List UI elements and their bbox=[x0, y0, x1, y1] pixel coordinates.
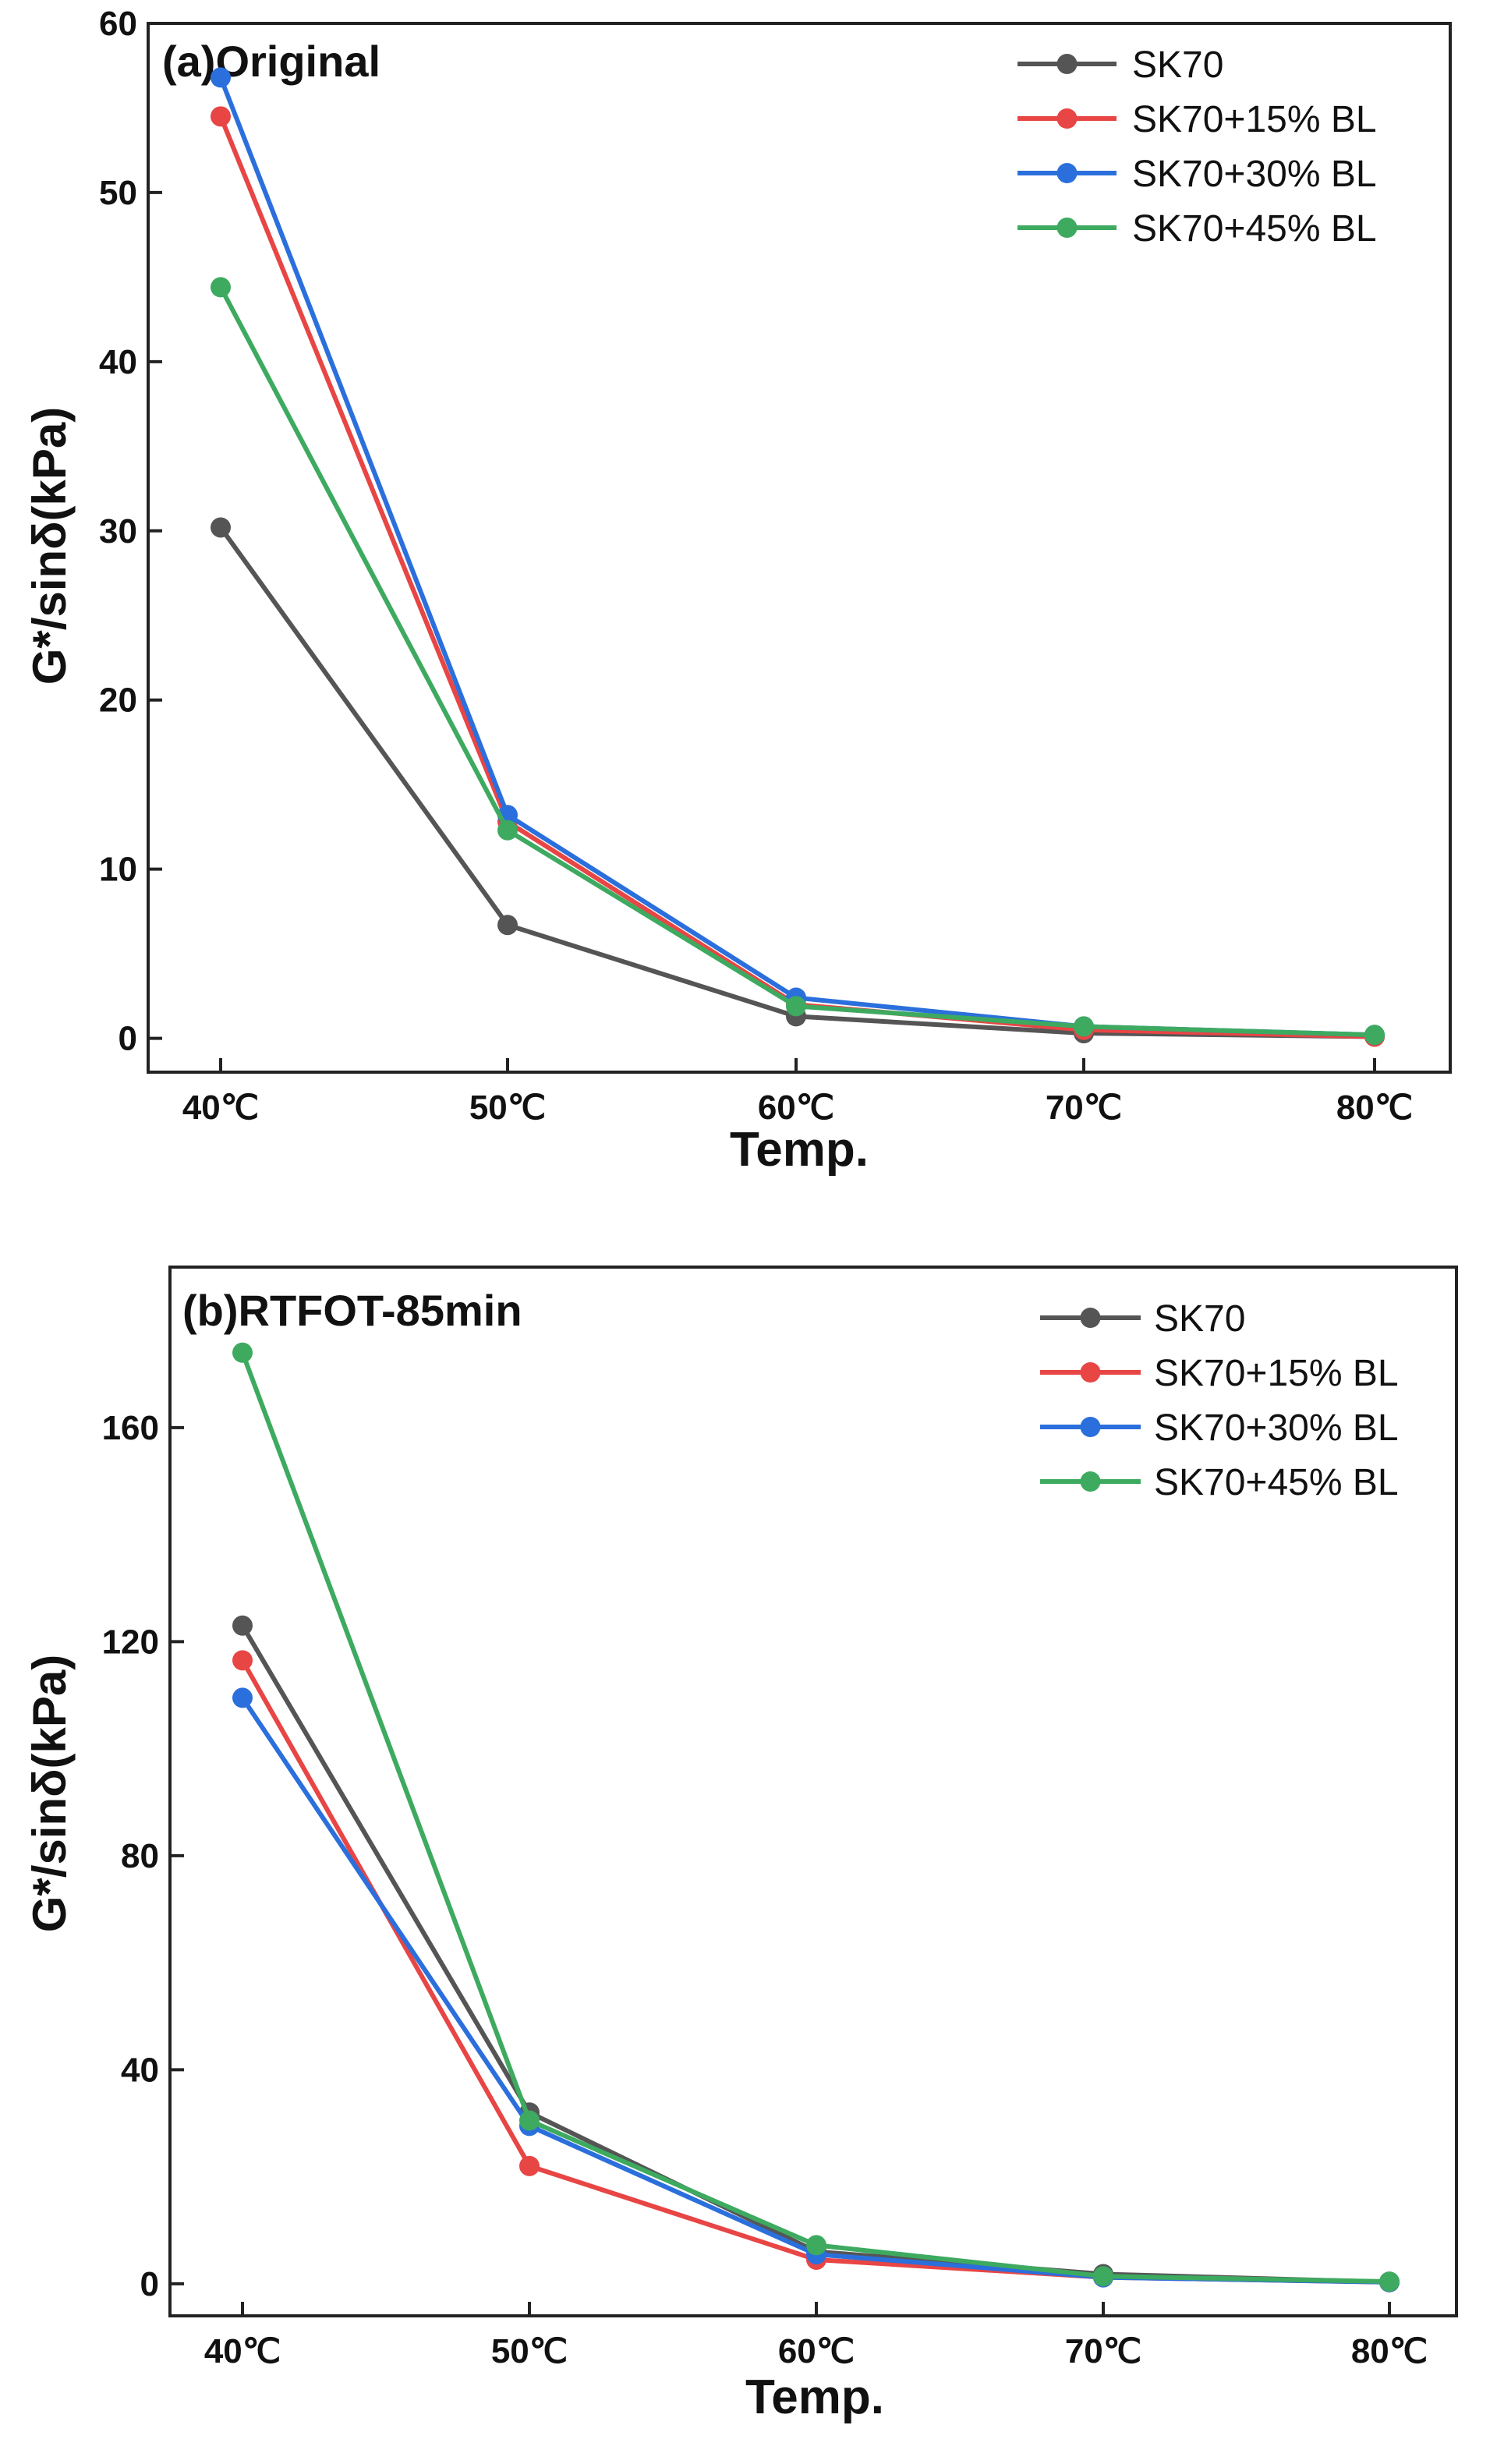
axes-a: 0 10 20 30 40 50 60 40℃ 50℃ 60℃ 70℃ 80℃ bbox=[99, 5, 1413, 1127]
data-point-b-2-0 bbox=[232, 1687, 253, 1708]
legend-marker-b-3 bbox=[1080, 1471, 1101, 1492]
chart-title-a: (a)Original bbox=[162, 37, 380, 86]
series-line-a-0 bbox=[218, 526, 1375, 1039]
legend-label-a-0: SK70 bbox=[1132, 44, 1223, 86]
chart-panel-b: (b)RTFOT-85min Temp. G*/sinδ(kPa) 0 40 80 1… bbox=[23, 1266, 1458, 2424]
series-group-a bbox=[211, 67, 1385, 1047]
x-tick-label-b-3: 70℃ bbox=[1065, 2332, 1141, 2370]
data-point-a-0-0 bbox=[211, 517, 231, 538]
data-point-b-1-0 bbox=[232, 1650, 253, 1671]
x-tick-label-a-3: 70℃ bbox=[1046, 1089, 1122, 1127]
legend-marker-a-0 bbox=[1056, 54, 1078, 74]
data-point-b-3-3 bbox=[1093, 2266, 1113, 2287]
y-tick-label-a-0: 0 bbox=[119, 1020, 137, 1058]
y-tick-label-b-2: 80 bbox=[121, 1837, 159, 1875]
y-tick-label-a-5: 50 bbox=[99, 174, 137, 212]
legend-label-a-2: SK70+30% BL bbox=[1132, 154, 1377, 195]
data-point-b-3-2 bbox=[806, 2235, 826, 2256]
y-tick-label-a-1: 10 bbox=[99, 851, 137, 889]
data-point-b-3-0 bbox=[232, 1342, 253, 1363]
legend-a: SK70 SK70+15% BL SK70+30% BL SK70+45% BL bbox=[1017, 44, 1377, 250]
data-point-b-1-1 bbox=[519, 2155, 540, 2176]
series-line-a-3 bbox=[218, 286, 1375, 1038]
series-group-b bbox=[232, 1342, 1400, 2292]
x-tick-label-b-0: 40℃ bbox=[204, 2332, 281, 2370]
x-tick-label-b-1: 50℃ bbox=[491, 2332, 568, 2370]
legend-marker-a-2 bbox=[1056, 163, 1078, 183]
data-point-a-3-4 bbox=[1364, 1025, 1385, 1046]
plot-frame-b bbox=[168, 1266, 1458, 2317]
series-line-a-1 bbox=[218, 115, 1375, 1039]
data-point-a-2-0 bbox=[211, 67, 231, 88]
axes-b: 0 40 80 120 160 40℃ 50℃ 60℃ 70℃ 80℃ bbox=[102, 1409, 1428, 2370]
legend-label-a-1: SK70+15% BL bbox=[1132, 99, 1377, 140]
legend-label-b-0: SK70 bbox=[1154, 1298, 1245, 1340]
y-tick-label-b-3: 120 bbox=[102, 1623, 159, 1661]
series-line-b-2 bbox=[240, 1696, 1390, 2285]
y-axis-label-b: G*/sinδ(kPa) bbox=[23, 1655, 76, 1932]
y-tick-label-a-2: 20 bbox=[99, 681, 137, 720]
chart-title-b: (b)RTFOT-85min bbox=[182, 1286, 522, 1335]
legend-label-b-2: SK70+30% BL bbox=[1154, 1407, 1399, 1449]
y-tick-label-a-6: 60 bbox=[99, 5, 137, 43]
legend-label-a-3: SK70+45% BL bbox=[1132, 208, 1377, 250]
data-point-a-1-0 bbox=[211, 106, 231, 127]
y-tick-label-b-0: 0 bbox=[140, 2265, 159, 2303]
chart-panel-a: (a)Original Temp. G*/sinδ(kPa) 0 10 20 30 40… bbox=[23, 5, 1452, 1177]
legend-b: SK70 SK70+15% BL SK70+30% BL SK70+45% BL bbox=[1040, 1298, 1399, 1503]
plot-frame-a bbox=[147, 22, 1452, 1074]
legend-marker-a-3 bbox=[1056, 218, 1078, 238]
legend-marker-b-0 bbox=[1080, 1308, 1101, 1328]
data-point-a-3-2 bbox=[786, 996, 806, 1017]
legend-label-b-3: SK70+45% BL bbox=[1154, 1462, 1399, 1503]
x-tick-label-a-1: 50℃ bbox=[469, 1089, 546, 1127]
y-tick-label-a-3: 30 bbox=[99, 512, 137, 551]
legend-marker-a-1 bbox=[1056, 108, 1078, 129]
data-point-a-0-1 bbox=[497, 915, 518, 936]
data-point-a-3-3 bbox=[1074, 1016, 1094, 1037]
x-tick-label-b-2: 60℃ bbox=[778, 2332, 855, 2370]
data-point-b-3-1 bbox=[519, 2110, 540, 2131]
y-tick-label-b-4: 160 bbox=[102, 1409, 159, 1447]
legend-marker-b-1 bbox=[1080, 1362, 1101, 1382]
y-tick-label-b-1: 40 bbox=[121, 2051, 159, 2089]
x-axis-label-b: Temp. bbox=[745, 2370, 884, 2424]
x-tick-label-a-4: 80℃ bbox=[1336, 1089, 1413, 1127]
x-tick-label-a-0: 40℃ bbox=[182, 1089, 259, 1127]
x-tick-label-b-4: 80℃ bbox=[1351, 2332, 1428, 2370]
legend-label-b-1: SK70+15% BL bbox=[1154, 1353, 1399, 1394]
data-point-b-3-4 bbox=[1379, 2271, 1400, 2292]
x-axis-label-a: Temp. bbox=[730, 1123, 869, 1177]
data-point-a-3-1 bbox=[497, 820, 518, 841]
data-point-b-0-0 bbox=[232, 1615, 253, 1636]
x-tick-label-a-2: 60℃ bbox=[758, 1089, 834, 1127]
series-line-b-1 bbox=[240, 1659, 1390, 2285]
data-point-a-3-0 bbox=[211, 277, 231, 298]
legend-marker-b-2 bbox=[1080, 1417, 1101, 1437]
y-axis-label-a: G*/sinδ(kPa) bbox=[23, 407, 76, 685]
y-tick-label-a-4: 40 bbox=[99, 343, 137, 381]
